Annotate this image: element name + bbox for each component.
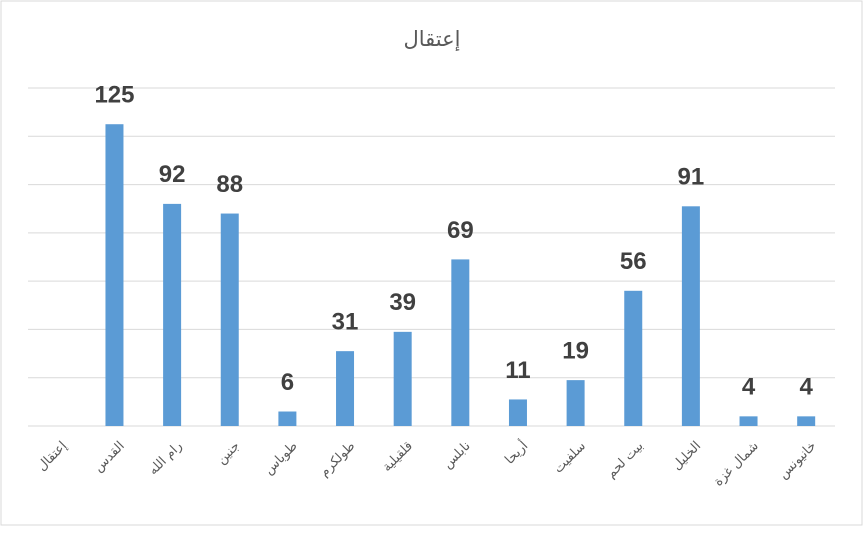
bar [681, 206, 700, 426]
value-label: 6 [281, 369, 294, 396]
bar [624, 290, 643, 426]
value-label: 125 [94, 82, 134, 109]
chart-title: إعتقال [404, 27, 461, 52]
value-label: 4 [799, 374, 813, 401]
value-label: 69 [447, 217, 474, 244]
bar [566, 380, 585, 426]
bar [278, 411, 297, 426]
bar [508, 399, 527, 426]
value-label: 19 [562, 337, 589, 364]
value-label: 4 [742, 374, 756, 401]
bar [163, 203, 182, 426]
value-label: 92 [159, 161, 186, 188]
chart-frame [0, 0, 863, 526]
bar [797, 416, 816, 426]
value-label: 39 [389, 289, 416, 316]
bar [451, 259, 470, 426]
value-label: 91 [678, 164, 705, 191]
bar [336, 351, 355, 426]
value-label: 31 [332, 309, 359, 336]
bar [739, 416, 758, 426]
value-label: 88 [216, 171, 243, 198]
value-label: 56 [620, 248, 647, 275]
value-label: 11 [505, 357, 530, 384]
bar [105, 124, 124, 426]
bar [220, 213, 239, 426]
bar [393, 331, 412, 426]
